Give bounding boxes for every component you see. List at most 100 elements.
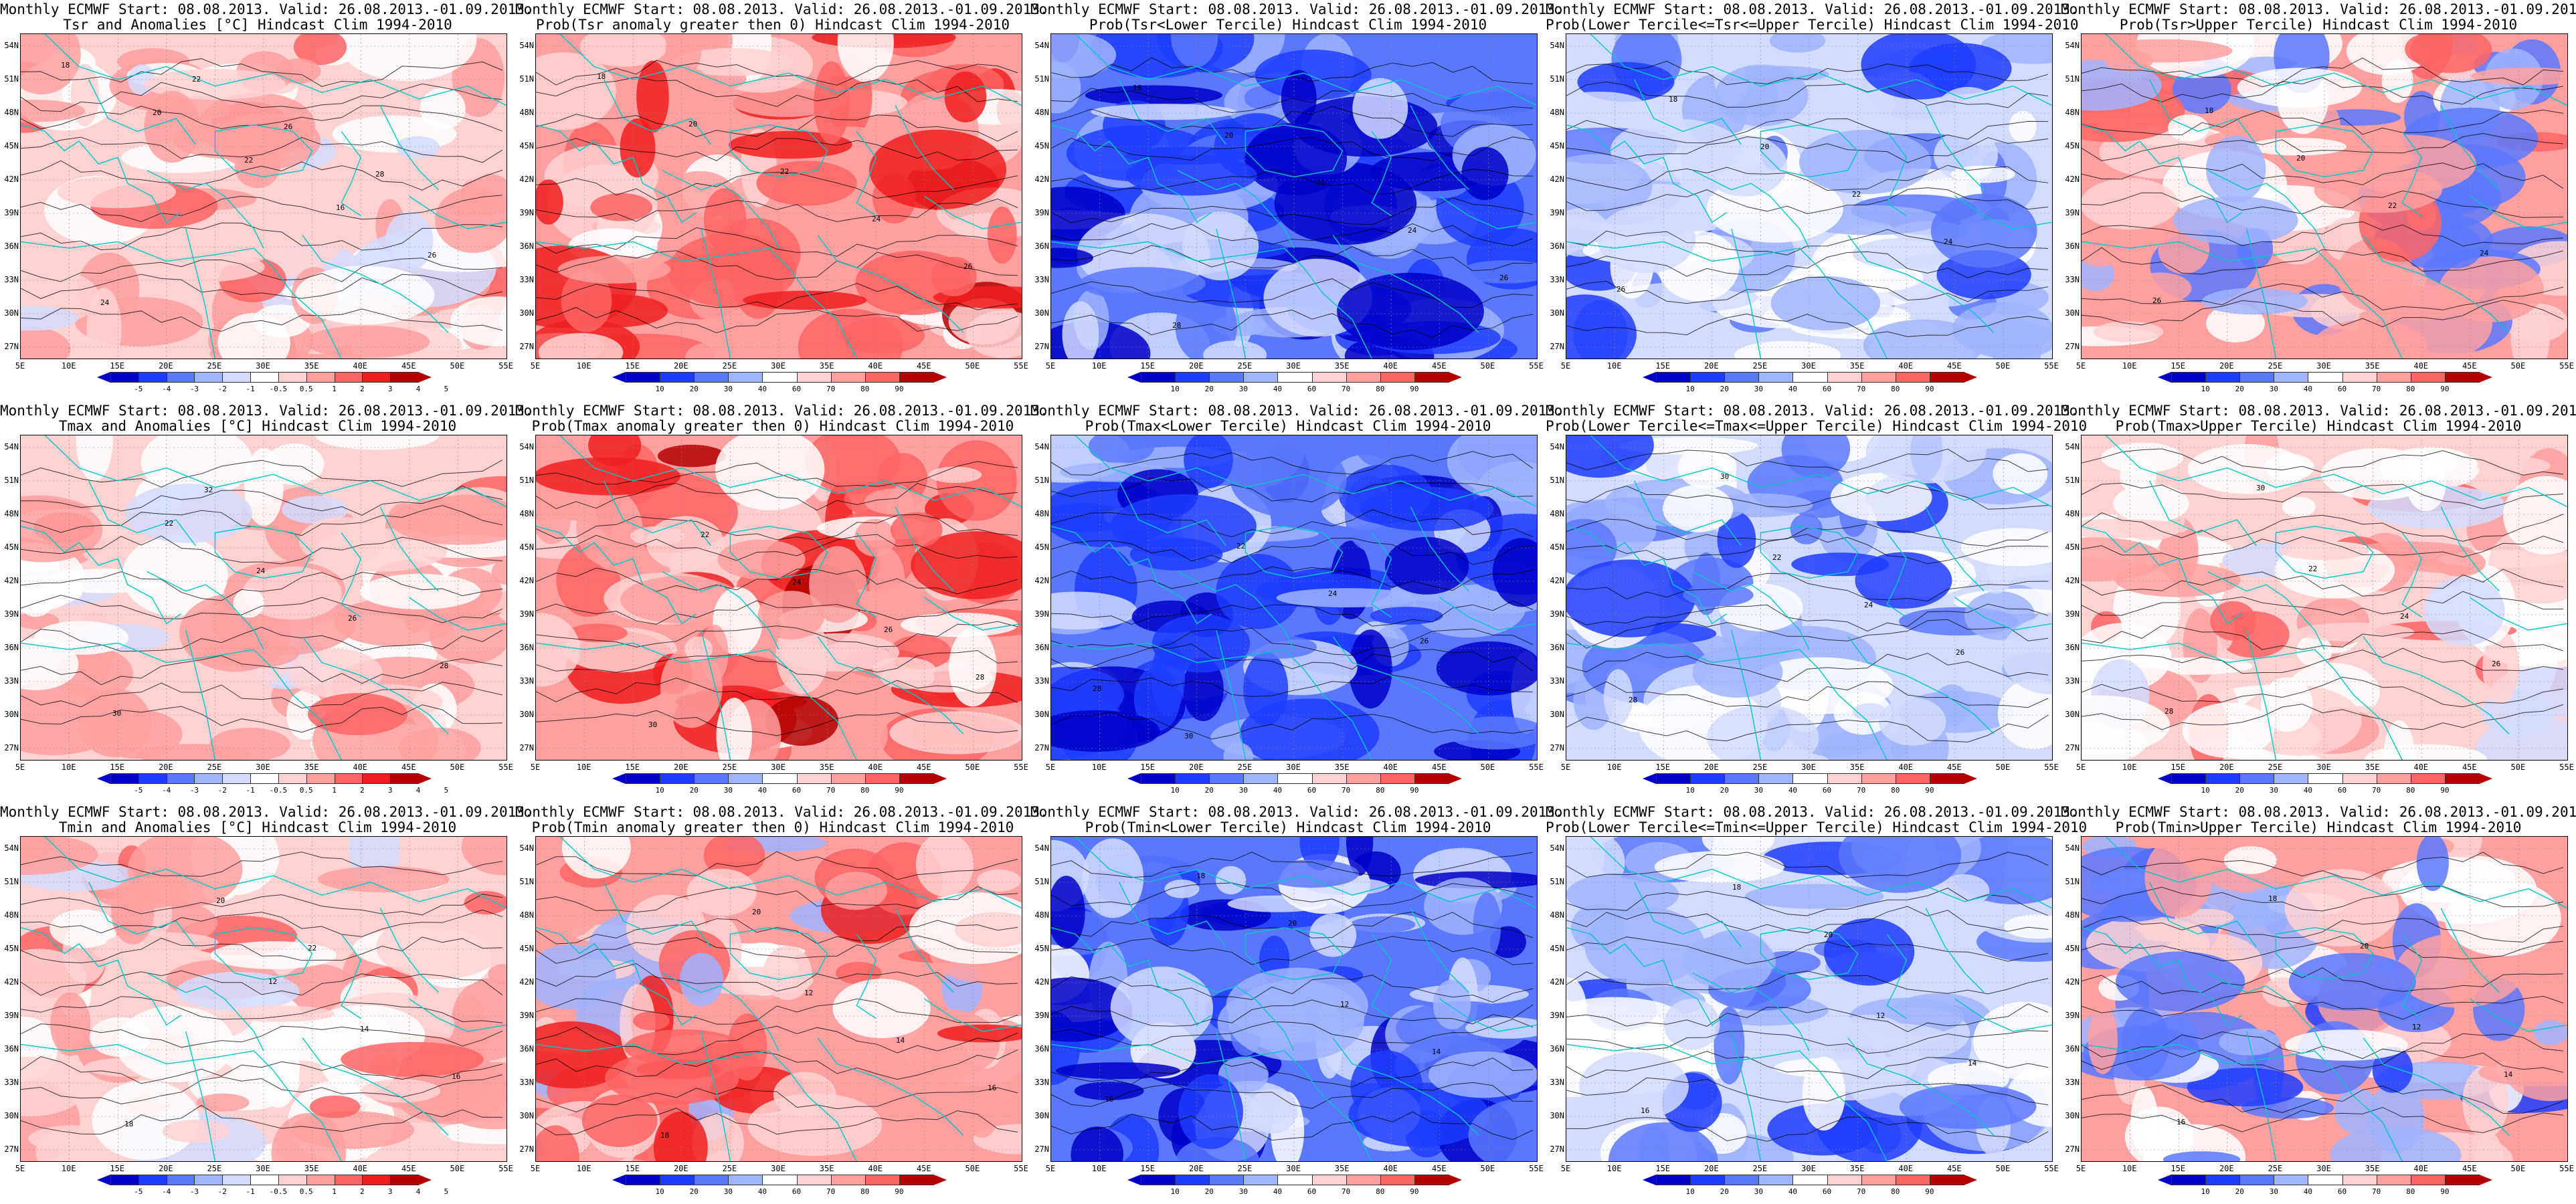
map-area: 12 14 16 18 20 [1566,836,2053,1162]
colorbar-tick-label: -2 [217,786,227,795]
contour-label: 30 [1720,472,1729,481]
lat-label: 36N [519,643,534,652]
colorbar-cell [2205,372,2241,383]
field-patch [309,1095,361,1118]
colorbar-cell [194,1175,223,1185]
isotherm-contour [2082,647,2564,674]
coastline [1410,908,1469,993]
coastline [2401,532,2422,618]
map-panel-tmin-anom: Monthly ECMWF Start: 08.08.2013. Valid: … [0,803,533,1204]
field-patch [196,1093,250,1112]
contour-label: 12 [268,977,277,986]
colorbar-tick-label: 80 [1891,786,1900,795]
colorbar-right-arrow [1964,372,1977,383]
coastline [1886,131,1907,217]
lat-label: 39N [2065,1011,2080,1020]
coastline [895,105,954,191]
field-patch [539,332,624,359]
field-patch [1428,1051,1537,1098]
isotherm-contour [536,76,1018,107]
field-patch [567,623,628,643]
colorbar-tick-label: 90 [1925,786,1934,795]
isotherm-contour [21,105,503,132]
coastline [409,998,507,1032]
colorbar-cell [2444,372,2480,383]
panel-title-line2: Prob(Lower Tercile<=Tmax<=Upper Tercile)… [1546,418,2088,434]
colorbar-tick-label: 10 [1170,385,1180,393]
field-patch [987,206,1017,264]
coastline [1118,79,1226,145]
colorbar-tick-label: 70 [1857,385,1866,393]
lon-label: 35E [304,361,319,371]
lat-label: 54N [2065,442,2080,452]
colorbar-cell [250,372,279,383]
field-patch [2503,476,2567,555]
field-patch [1051,591,1137,630]
field-patch [35,1130,84,1161]
field-patch [715,435,825,511]
lat-label: 36N [519,1044,534,1054]
colorbar-tick-label: 20 [2235,1187,2244,1196]
field-patch [257,1027,300,1108]
colorbar-cell [660,773,695,784]
isotherm-contour [2082,58,2564,88]
lon-label: 5E [1045,763,1056,772]
map-area: 18 20 22 24 26 [535,33,1022,359]
coastline [1886,532,1907,618]
lat-label: 33N [2065,676,2080,686]
coastline [924,998,1022,1032]
coastline [21,124,181,223]
lat-label: 42N [4,977,19,987]
coastline [88,882,196,948]
coastline [536,642,857,760]
field-patch [2082,178,2179,230]
map-area: 18 20 22 24 26 [1566,33,2053,359]
colorbar-cell [306,773,335,784]
colorbar-tick-label: 30 [1754,786,1763,795]
lon-label: 45E [401,1164,416,1173]
lat-label: 33N [1550,275,1564,284]
contour-label: 20 [1760,142,1769,151]
field-patch [57,175,176,209]
field-patch [1152,614,1251,673]
colorbar-cell [306,1175,335,1185]
colorbar-cell [694,372,729,383]
field-patch [1459,260,1537,284]
field-patch [1461,146,1509,201]
coastline [1692,170,1810,249]
colorbar-tick-label: 10 [2201,385,2210,393]
field-patch [2482,630,2519,705]
map-field: 22 24 26 28 30 [1051,435,1537,760]
panel-title-line2: Prob(Tsr anomaly greater then 0) Hindcas… [535,17,1010,33]
colorbar-tick-label: 70 [1857,1187,1866,1196]
field-patch [2210,601,2257,641]
lon-label: 35E [819,1164,834,1173]
lon-label: 10E [1091,1164,1107,1173]
colorbar-tick-label: 20 [689,1187,699,1196]
isotherm-contour [536,1108,1018,1136]
lon-label: 20E [673,763,688,772]
colorbar-tick-label: 40 [2303,786,2313,795]
isotherm-contour [1051,882,1534,908]
field-patch [1566,294,1637,359]
isotherm-contour [536,851,1018,880]
colorbar-tick-label: 80 [1376,385,1385,393]
field-patch [144,69,286,100]
field-patch [233,588,264,618]
field-patch [936,440,1017,521]
colorbar-tick-label: -4 [162,786,171,795]
coastline [1633,79,1742,145]
field-patch [1802,1056,1845,1131]
lon-label: 25E [207,763,222,772]
coastline [1760,124,1859,178]
field-patch [747,1093,883,1157]
colorbar-cell [2376,372,2411,383]
field-patch [2127,272,2192,304]
lat-label: 27N [4,342,19,351]
coastline [2246,629,2277,760]
lon-label: 10E [61,361,76,371]
colorbar-cell [1414,1175,1449,1185]
colorbar-cell [2171,1175,2207,1185]
lon-label: 45E [1946,763,1962,772]
field-patch [303,325,430,359]
